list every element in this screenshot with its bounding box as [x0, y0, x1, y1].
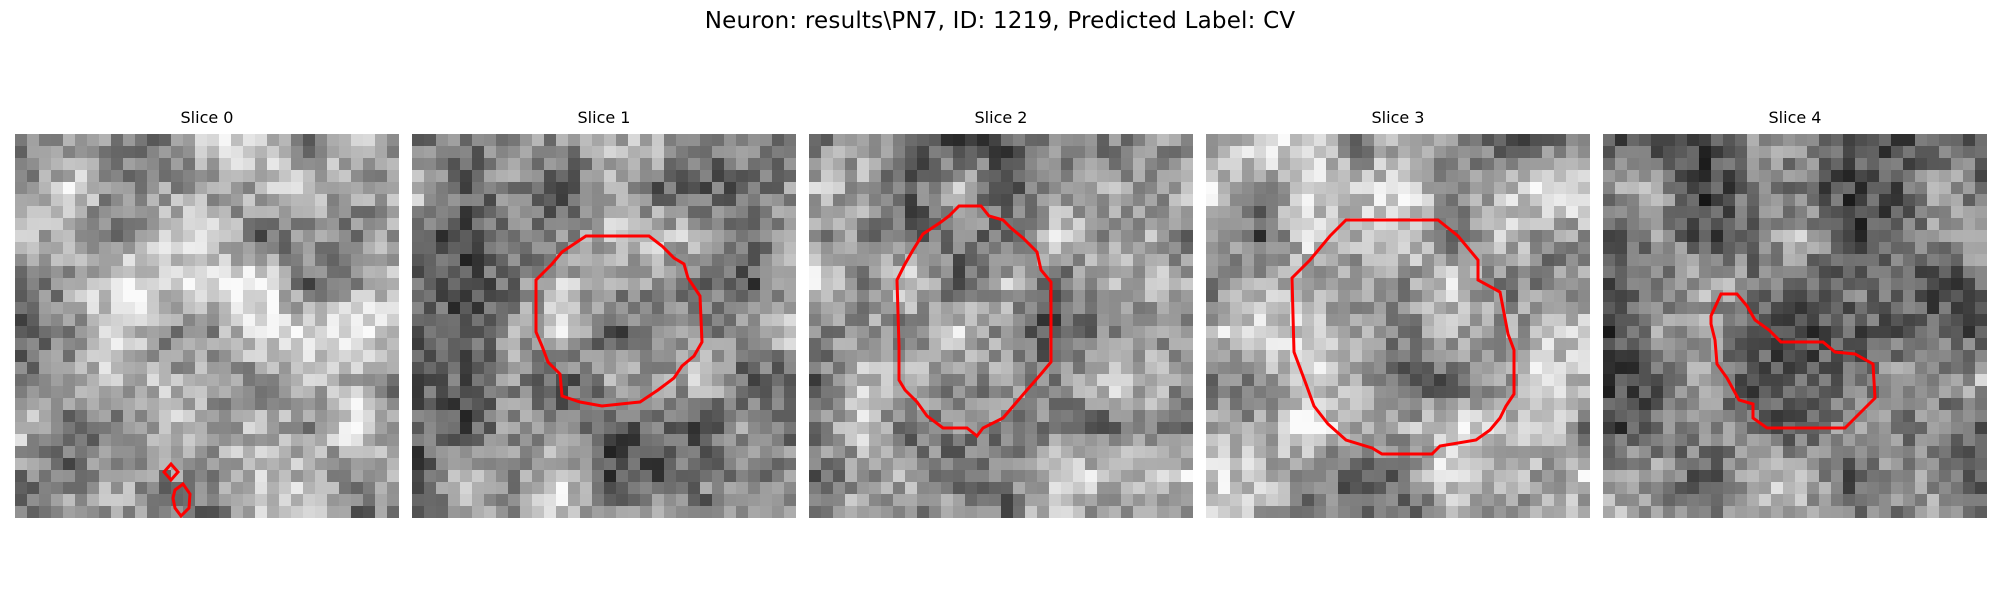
slice-title-2: Slice 2: [974, 108, 1028, 127]
slice-image-0-svg: [15, 134, 399, 518]
slice-title-3: Slice 3: [1371, 108, 1425, 127]
slice-image-2: [809, 134, 1193, 518]
slice-image-1-svg: [412, 134, 796, 518]
roi-contour: [162, 461, 180, 483]
slice-title-0: Slice 0: [180, 108, 234, 127]
slice-title-4: Slice 4: [1768, 108, 1822, 127]
roi-contour: [895, 204, 1053, 439]
slice-image-2-svg: [809, 134, 1193, 518]
slice-panel-2: Slice 2: [809, 108, 1193, 520]
slice-panel-4: Slice 4: [1603, 108, 1987, 520]
roi-contour: [534, 234, 704, 408]
slice-image-3-svg: [1206, 134, 1590, 518]
slice-panel-1: Slice 1: [412, 108, 796, 520]
roi-contour: [1709, 292, 1877, 430]
slice-image-4: [1603, 134, 1987, 518]
slice-title-1: Slice 1: [577, 108, 631, 127]
slice-panel-0: Slice 0: [15, 108, 399, 520]
roi-contour: [1290, 218, 1516, 456]
slice-image-1: [412, 134, 796, 518]
figure-title: Neuron: results\PN7, ID: 1219, Predicted…: [704, 8, 1296, 34]
roi-contour: [171, 481, 192, 518]
slice-panel-3: Slice 3: [1206, 108, 1590, 520]
slice-image-4-svg: [1603, 134, 1987, 518]
slice-image-3: [1206, 134, 1590, 518]
slice-image-0: [15, 134, 399, 518]
